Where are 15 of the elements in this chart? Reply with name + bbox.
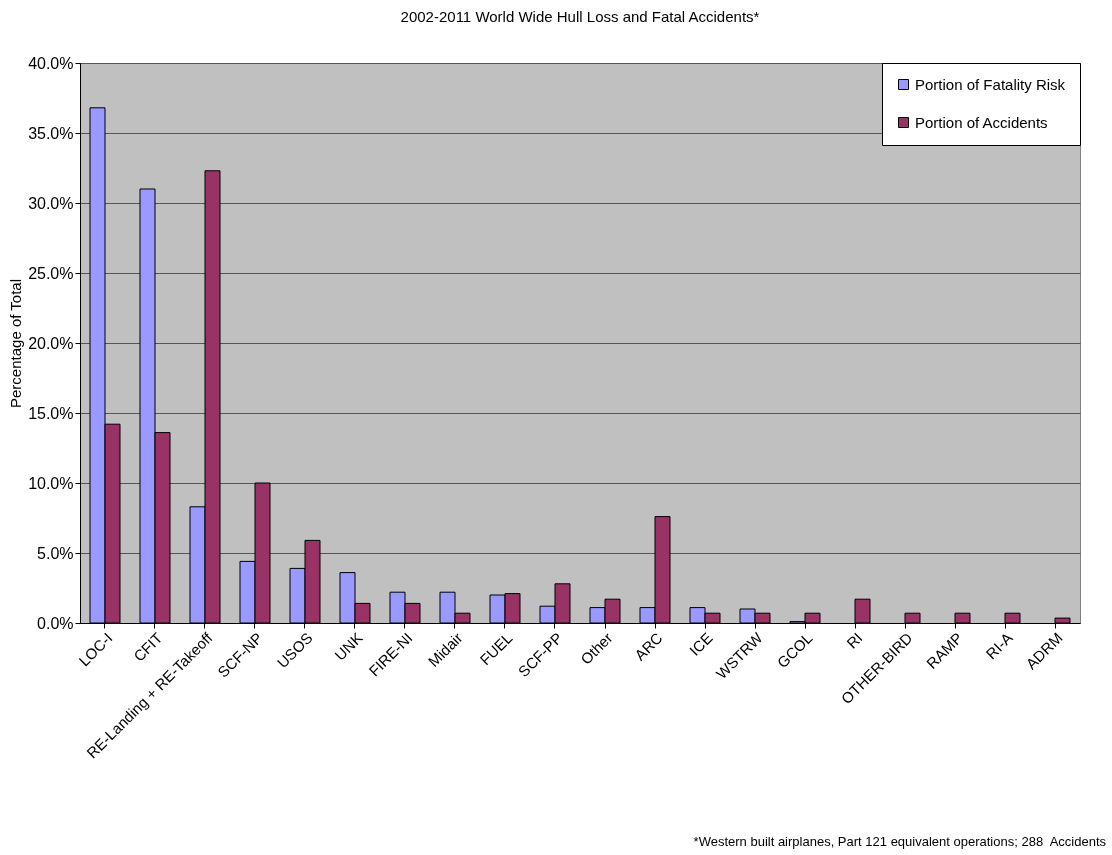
y-tick-label: 5.0% xyxy=(37,544,74,562)
y-tick-label: 25.0% xyxy=(28,264,74,282)
y-tick-label: 10.0% xyxy=(28,474,74,492)
y-axis-title: Percentage of Total xyxy=(7,279,25,408)
y-tick-label: 40.0% xyxy=(28,54,74,72)
y-tick-label: 0.0% xyxy=(37,614,74,632)
chart-title: 2002-2011 World Wide Hull Loss and Fatal Accidents* xyxy=(400,8,760,25)
y-tick-label: 15.0% xyxy=(28,404,74,422)
legend-label: Portion of Fatality Risk xyxy=(915,75,1066,93)
y-tick-label: 20.0% xyxy=(28,334,74,352)
y-tick-label: 35.0% xyxy=(28,124,74,142)
legend-label: Portion of Accidents xyxy=(915,113,1048,131)
text: *Western built airplanes, Part 121 equivalent operations; 288 Accidents xyxy=(693,834,1106,849)
y-tick-label: 30.0% xyxy=(28,194,74,212)
x-tick-label: ICE xyxy=(685,629,716,659)
